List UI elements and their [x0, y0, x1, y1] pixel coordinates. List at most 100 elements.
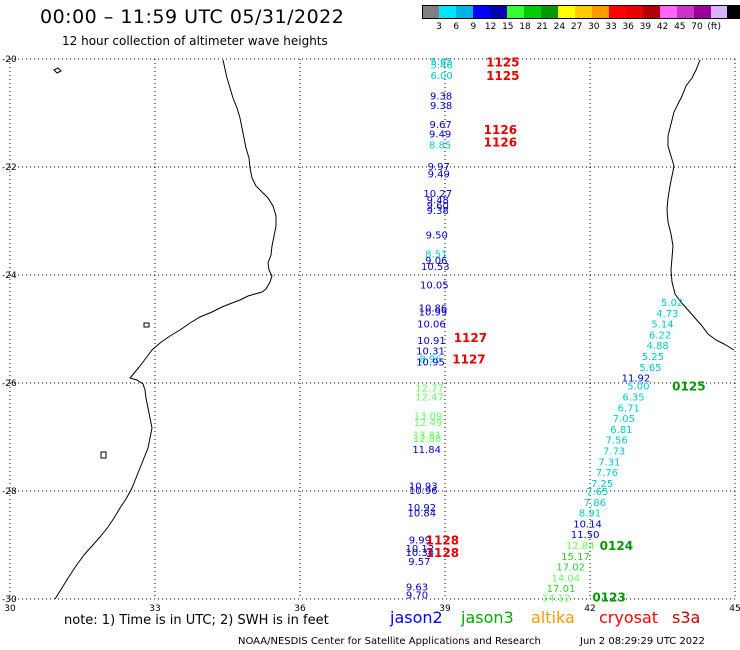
wave-height-value: 10.91: [417, 336, 446, 347]
legend-swatch: [473, 5, 490, 19]
longitude-tick-label: 42: [584, 604, 595, 614]
wave-height-value: 9.67: [430, 120, 452, 131]
wave-height-value: 14.04: [552, 573, 581, 584]
wave-height-value: 14.12: [542, 593, 571, 604]
wave-height-value: 10.93: [409, 482, 438, 493]
wave-height-value: 15.17: [561, 552, 590, 563]
wave-height-value: 5.65: [430, 57, 452, 68]
wave-height-value: 5.25: [642, 352, 664, 363]
legend-tick-label: 45: [674, 22, 686, 32]
island-marker: [53, 67, 62, 74]
page-title: 00:00 – 11:59 UTC 05/31/2022: [40, 6, 345, 28]
wave-height-value: 5.00: [627, 382, 649, 393]
wave-height-value: 4.88: [647, 341, 669, 352]
legend-swatch: [439, 5, 456, 19]
latitude-tick-label: -26: [2, 379, 17, 389]
legend-tick-label: 27: [570, 22, 583, 32]
legend-tick-label: 9: [470, 22, 477, 32]
wave-height-value: 10.53: [421, 262, 450, 273]
legend-swatch: [422, 5, 439, 19]
pass-number-label: 1125: [486, 69, 519, 83]
island-marker: [143, 322, 150, 328]
pass-number-label: 1126: [484, 136, 517, 150]
wave-height-value: 6.71: [618, 403, 640, 414]
legend-labels: 3 6 9 12 15 18 21 24 27 30 33 36 39 42 45 70 (ft): [0, 22, 740, 34]
latitude-tick-label: -22: [2, 163, 17, 173]
credit-line: NOAA/NESDIS Center for Satellite Applica…: [238, 636, 541, 647]
wave-height-value: 7.56: [605, 436, 627, 447]
wave-height-value: 17.02: [556, 563, 585, 574]
wave-height-value: 7.05: [613, 414, 635, 425]
satellite-name-cryosat: cryosat: [599, 608, 659, 627]
wave-height-value: 10.99: [419, 308, 448, 319]
legend-tick-label: 30: [588, 22, 600, 32]
latitude-tick-label: -28: [2, 487, 17, 497]
legend-swatch: [592, 5, 609, 19]
wave-height-value: 9.50: [426, 231, 448, 242]
coastline: [53, 59, 735, 600]
satellite-name-jason3: jason3: [461, 608, 514, 627]
wave-height-value: 9.63: [406, 583, 428, 594]
wave-height-value: 5.14: [651, 320, 673, 331]
legend-tick-label: 15: [502, 22, 514, 32]
wave-height-value: 12.88: [413, 434, 442, 445]
wave-height-value: 10.84: [407, 509, 436, 520]
legend-swatch: [694, 5, 711, 19]
wave-height-value: 5.46: [430, 60, 452, 71]
wave-height-value: 9.57: [408, 557, 430, 568]
legend-tick-label: 33: [605, 22, 617, 32]
legend-swatch: [507, 5, 524, 19]
pass-number-label: 0125: [672, 380, 705, 394]
legend-tick-label: 3: [436, 22, 442, 32]
longitude-tick-label: 36: [294, 604, 306, 614]
wave-height-value: 7.65: [586, 487, 608, 498]
legend-swatch: [643, 5, 660, 19]
wave-height-value: 9.06: [425, 256, 447, 267]
legend-swatch: [711, 5, 728, 19]
wave-height-value: 13.09: [414, 411, 443, 422]
legend-tick-label: 24: [553, 22, 566, 32]
satellite-name-s3a: s3a: [672, 608, 701, 627]
wave-height-value: 10.86: [419, 303, 448, 314]
legend-tick-label: 12: [484, 22, 497, 32]
wave-height-value: 10.95: [416, 357, 445, 368]
wave-height-value: 10.92: [407, 503, 436, 514]
wave-height-value: 5.02: [661, 298, 683, 309]
wave-height-value: 10.31: [416, 347, 445, 358]
pass-number-label: 1125: [486, 56, 519, 70]
wave-height-value: 9.60: [427, 201, 449, 212]
wave-height-value: 9.99: [409, 536, 431, 547]
wave-height-value: 6.00: [430, 71, 452, 82]
longitude-tick-label: 30: [4, 604, 16, 614]
wave-height-value: 12.77: [415, 383, 444, 394]
wave-height-value: 10.27: [423, 189, 452, 200]
legend-tick-label: 70: [691, 22, 703, 32]
legend-swatch: [626, 5, 643, 19]
pass-number-label: 0124: [600, 539, 633, 553]
wave-height-value: 9.38: [427, 206, 449, 217]
wave-height-value: 5.65: [639, 363, 661, 374]
wave-height-value: 7.86: [584, 498, 606, 509]
legend-swatch: [728, 5, 740, 19]
wave-height-value: 7.25: [591, 479, 613, 490]
legend-swatch: [456, 5, 473, 19]
wave-height-value: 6.81: [610, 425, 632, 436]
legend-tick-label: 21: [536, 22, 548, 32]
wave-height-value: 9.48: [427, 195, 449, 206]
legend-swatch: [558, 5, 575, 19]
wave-height-value: 8.51: [425, 249, 447, 260]
pass-number-label: 1128: [426, 534, 459, 548]
legend-swatch: [677, 5, 694, 19]
observation-labels: 5.655.466.009.389.389.679.498.859.979.49…: [406, 57, 684, 604]
island-marker: [100, 451, 107, 459]
wave-height-value: 10.05: [420, 281, 449, 292]
pass-number-label: 1128: [426, 546, 459, 560]
legend-swatch: [660, 5, 677, 19]
wave-height-value: 10.06: [417, 320, 446, 331]
satellite-name-altika: altika: [531, 608, 575, 627]
wave-height-value: 11.92: [622, 374, 651, 385]
legend-tick-label: 39: [639, 22, 652, 32]
wave-height-value: 17.01: [547, 584, 576, 595]
wave-height-value: 6.22: [649, 330, 671, 341]
